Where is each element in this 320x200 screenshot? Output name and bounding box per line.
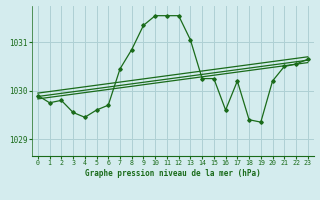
X-axis label: Graphe pression niveau de la mer (hPa): Graphe pression niveau de la mer (hPa) xyxy=(85,169,261,178)
